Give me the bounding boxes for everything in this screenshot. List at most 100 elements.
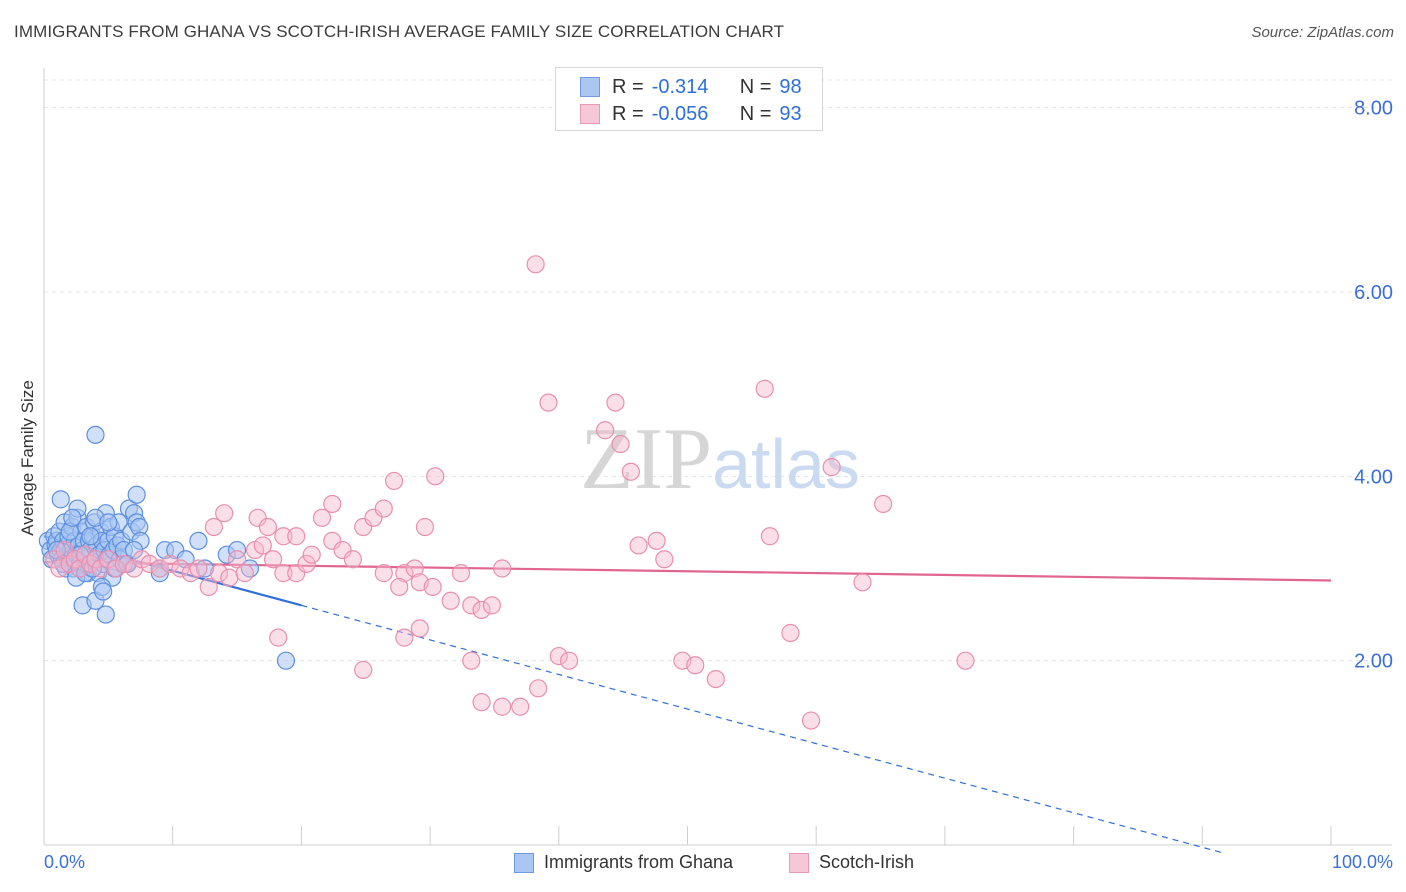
scotch-irish-point bbox=[760, 527, 779, 546]
scotch-irish-point bbox=[220, 568, 239, 587]
scotch-irish-point bbox=[55, 540, 74, 560]
scotch-irish-point bbox=[248, 508, 267, 527]
scotch-irish-point bbox=[114, 554, 133, 573]
scotch-irish-point bbox=[235, 564, 254, 583]
legend-swatch-pink bbox=[789, 852, 809, 873]
scotch-irish-point bbox=[621, 462, 640, 481]
scotch-irish-point bbox=[451, 564, 471, 583]
scotch-irish-point bbox=[706, 669, 725, 689]
correlation-legend: R = -0.314 N = 98 R = -0.056 N = 93 bbox=[555, 67, 823, 131]
scotch-irish-point bbox=[209, 564, 229, 583]
scotch-irish-point bbox=[606, 393, 625, 412]
scotch-irish-point bbox=[493, 697, 512, 716]
ghana-point bbox=[127, 485, 146, 504]
ghana-point bbox=[150, 564, 169, 583]
ghana-point bbox=[124, 540, 144, 560]
ghana-point bbox=[86, 425, 105, 444]
scotch-irish-point bbox=[374, 564, 393, 583]
scotch-irish-point bbox=[874, 494, 893, 514]
chart-title: IMMIGRANTS FROM GHANA VS SCOTCH-IRISH AV… bbox=[14, 22, 785, 41]
scotch-irish-point bbox=[199, 577, 218, 597]
ghana-point bbox=[99, 513, 118, 532]
scotch-irish-point bbox=[405, 559, 424, 578]
scotch-irish-point bbox=[822, 458, 841, 477]
ghana-point bbox=[195, 559, 214, 578]
scotch-irish-point bbox=[655, 550, 674, 569]
trend-lines bbox=[43, 535, 1332, 854]
scotch-irish-point bbox=[354, 660, 373, 679]
scotch-irish-point bbox=[511, 697, 530, 716]
ghana-trend-extension bbox=[301, 604, 1222, 854]
scotch-irish-point bbox=[253, 536, 272, 555]
scotch-irish-point bbox=[76, 545, 95, 564]
scotch-irish-point bbox=[161, 554, 180, 573]
ghana-point bbox=[276, 651, 296, 670]
y-tick-label: 4.00 bbox=[1354, 466, 1393, 488]
scotch-irish-point bbox=[384, 471, 404, 491]
scotch-irish-point bbox=[343, 550, 362, 569]
scotch-irish-point bbox=[529, 679, 548, 698]
ghana-point bbox=[94, 582, 113, 601]
scotch-irish-point bbox=[374, 499, 393, 518]
scotch-irish-point bbox=[647, 531, 666, 550]
scotch-irish-point bbox=[258, 517, 278, 537]
bottom-legend-scotch-irish: Scotch-Irish bbox=[789, 852, 914, 873]
scotch-irish-point bbox=[269, 628, 288, 647]
ghana-point bbox=[189, 531, 208, 550]
legend-n-label: N = bbox=[739, 102, 772, 125]
scotch-irish-point bbox=[472, 693, 491, 712]
legend-row-scotch-irish: R = -0.056 N = 93 bbox=[580, 101, 802, 127]
scotch-irish-point bbox=[611, 434, 630, 454]
scotch-irish-point bbox=[287, 527, 306, 546]
scotch-irish-point bbox=[91, 559, 110, 578]
scotch-irish-trend-line bbox=[43, 560, 1332, 582]
scotch-irish-point bbox=[297, 554, 316, 573]
scotch-irish-point bbox=[559, 651, 579, 670]
scotch-irish-point bbox=[526, 255, 545, 274]
y-tick-label: 2.00 bbox=[1354, 651, 1393, 673]
x-tick-label-max: 100.0% bbox=[1331, 852, 1393, 872]
ghana-point bbox=[96, 605, 115, 624]
x-tick-label-min: 0.0% bbox=[44, 852, 86, 872]
legend-n-value: 93 bbox=[779, 102, 802, 125]
scotch-irish-point bbox=[493, 559, 512, 578]
watermark: ZIPatlas bbox=[580, 411, 860, 508]
legend-swatch-blue bbox=[580, 77, 600, 97]
scotch-irish-point bbox=[287, 564, 306, 583]
legend-r-label: R = bbox=[612, 75, 644, 98]
legend-label-scotch-irish: Scotch-Irish bbox=[819, 852, 915, 872]
legend-r-label: R = bbox=[612, 102, 644, 125]
legend-swatch-pink bbox=[580, 104, 600, 124]
scotch-irish-point bbox=[274, 564, 293, 583]
series-scotch-irish-points bbox=[45, 255, 975, 730]
scotch-irish-point bbox=[441, 591, 460, 610]
legend-row-ghana: R = -0.314 N = 98 bbox=[580, 74, 802, 100]
scotch-irish-point bbox=[50, 559, 69, 578]
scotch-irish-point bbox=[333, 540, 352, 560]
scotch-irish-point bbox=[323, 531, 342, 550]
scotch-irish-point bbox=[781, 623, 800, 643]
scotch-irish-point bbox=[686, 656, 705, 675]
scotch-irish-point bbox=[853, 573, 872, 592]
scotch-irish-point bbox=[462, 596, 481, 615]
y-tick-label: 6.00 bbox=[1354, 282, 1393, 304]
ghana-point bbox=[51, 490, 70, 509]
scotch-irish-point bbox=[302, 545, 321, 564]
legend-n-label: N = bbox=[739, 75, 772, 98]
scotch-irish-point bbox=[215, 504, 234, 523]
scotch-irish-point bbox=[395, 564, 414, 583]
scotch-irish-point bbox=[86, 550, 105, 569]
scotch-irish-point bbox=[539, 393, 558, 412]
legend-swatch-blue bbox=[514, 852, 534, 873]
bottom-legend-ghana: Immigrants from Ghana bbox=[514, 852, 733, 873]
scotch-irish-point bbox=[801, 711, 821, 730]
y-tick-labels: 2.00 4.00 6.00 8.00 bbox=[1354, 98, 1393, 673]
scotch-irish-point bbox=[410, 619, 429, 638]
scotch-irish-point bbox=[482, 596, 501, 615]
scotch-irish-point bbox=[364, 508, 383, 527]
scotch-irish-point bbox=[423, 577, 442, 597]
scotch-irish-point bbox=[426, 467, 445, 486]
scotch-irish-point bbox=[629, 536, 648, 555]
legend-label-ghana: Immigrants from Ghana bbox=[544, 852, 734, 872]
